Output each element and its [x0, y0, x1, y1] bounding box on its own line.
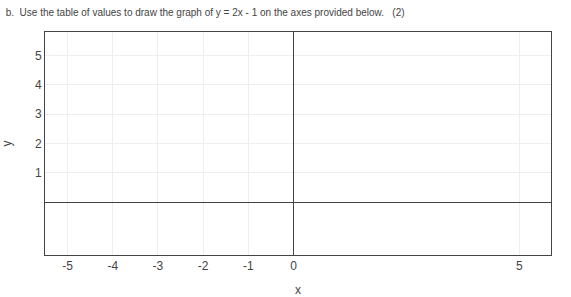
- svg-text:4: 4: [35, 78, 42, 92]
- svg-text:0: 0: [290, 259, 297, 273]
- svg-text:1: 1: [35, 166, 42, 180]
- svg-text:-4: -4: [107, 259, 118, 273]
- svg-text:-3: -3: [153, 259, 164, 273]
- svg-text:3: 3: [35, 107, 42, 121]
- svg-text:5: 5: [516, 259, 523, 273]
- svg-text:-2: -2: [198, 259, 209, 273]
- svg-text:5: 5: [35, 49, 42, 63]
- svg-text:b. Use the table of values to: b. Use the table of values to draw the g…: [6, 7, 405, 18]
- svg-text:y: y: [0, 141, 14, 147]
- svg-text:x: x: [295, 283, 301, 297]
- svg-text:-5: -5: [62, 259, 73, 273]
- svg-text:2: 2: [35, 137, 42, 151]
- svg-text:-1: -1: [243, 259, 254, 273]
